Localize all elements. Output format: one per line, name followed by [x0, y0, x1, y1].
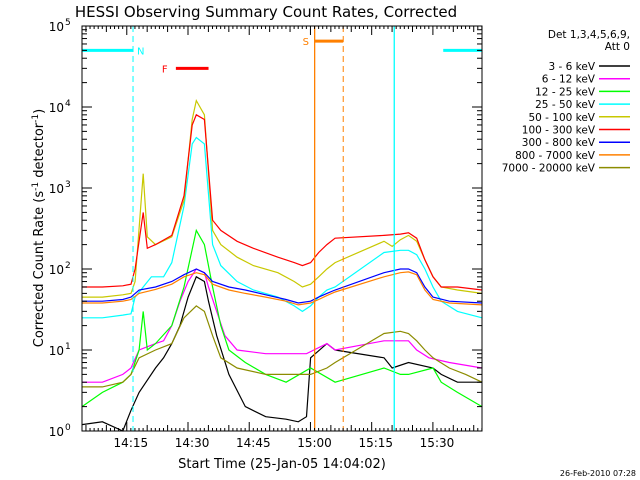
- series-line-7: [82, 271, 483, 306]
- x-tick-label: 14:30: [175, 436, 210, 450]
- state-label-S: S: [303, 37, 309, 48]
- series-line-2: [81, 228, 483, 408]
- series-line-6: [82, 268, 483, 304]
- legend-label-8: 7000 - 20000 keV: [502, 163, 596, 175]
- y-tick-label: 10: [49, 263, 64, 277]
- y-tick-label-exponent: 4: [65, 99, 71, 109]
- y-tick-label: 10: [49, 344, 64, 358]
- legend-label-1: 6 - 12 keV: [542, 74, 596, 86]
- legend-label-4: 50 - 100 keV: [528, 112, 595, 124]
- plot-series: [81, 98, 483, 432]
- legend-header-line-2: Att 0: [605, 41, 630, 53]
- x-tick-label: 15:30: [420, 436, 455, 450]
- y-tick-label-exponent: 5: [65, 18, 71, 28]
- legend-label-5: 100 - 300 keV: [522, 125, 596, 137]
- series-line-3: [82, 136, 483, 319]
- series-line-4: [82, 98, 483, 298]
- state-label-F: F: [162, 64, 168, 75]
- series-line-1: [82, 268, 483, 383]
- legend-header-line-1: Det 1,3,4,5,6,9,: [548, 29, 630, 41]
- plot-frame: [81, 25, 483, 432]
- x-tick-label: 15:00: [297, 436, 332, 450]
- x-tick-label: 14:15: [114, 436, 149, 450]
- legend-label-0: 3 - 6 keV: [548, 61, 595, 73]
- y-tick-label: 10: [49, 182, 64, 196]
- y-tick-label-exponent: 3: [65, 180, 71, 190]
- state-label-N: N: [137, 46, 144, 57]
- y-tick-label: 10: [49, 20, 64, 34]
- state-markers: N S F: [82, 26, 483, 431]
- y-tick-label-exponent: 1: [65, 342, 71, 352]
- series-line-0: [81, 275, 482, 432]
- legend-label-6: 300 - 800 keV: [522, 137, 596, 149]
- legend-label-3: 25 - 50 keV: [535, 99, 596, 111]
- chart-title: HESSI Observing Summary Count Rates, Cor…: [75, 3, 457, 21]
- y-axis-label: Corrected Count Rate (s-1 detector-1): [31, 109, 47, 347]
- legend-label-2: 12 - 25 keV: [535, 86, 596, 98]
- series-line-5: [82, 113, 483, 291]
- series-line-8: [82, 305, 483, 388]
- y-tick-label: 10: [49, 425, 64, 439]
- x-axis-label: Start Time (25-Jan-05 14:04:02): [178, 457, 386, 472]
- footer-timestamp: 26-Feb-2010 07:28: [560, 469, 636, 478]
- legend-label-7: 800 - 7000 keV: [515, 150, 596, 162]
- y-tick-label-exponent: 2: [65, 261, 71, 271]
- x-tick-label: 14:45: [236, 436, 271, 450]
- y-tick-label-exponent: 0: [65, 423, 71, 433]
- y-tick-label: 10: [49, 101, 64, 115]
- x-tick-label: 15:15: [358, 436, 393, 450]
- x-axis: 14:15 14:30 14:45 15:00 15:15 15:30: [85, 26, 483, 450]
